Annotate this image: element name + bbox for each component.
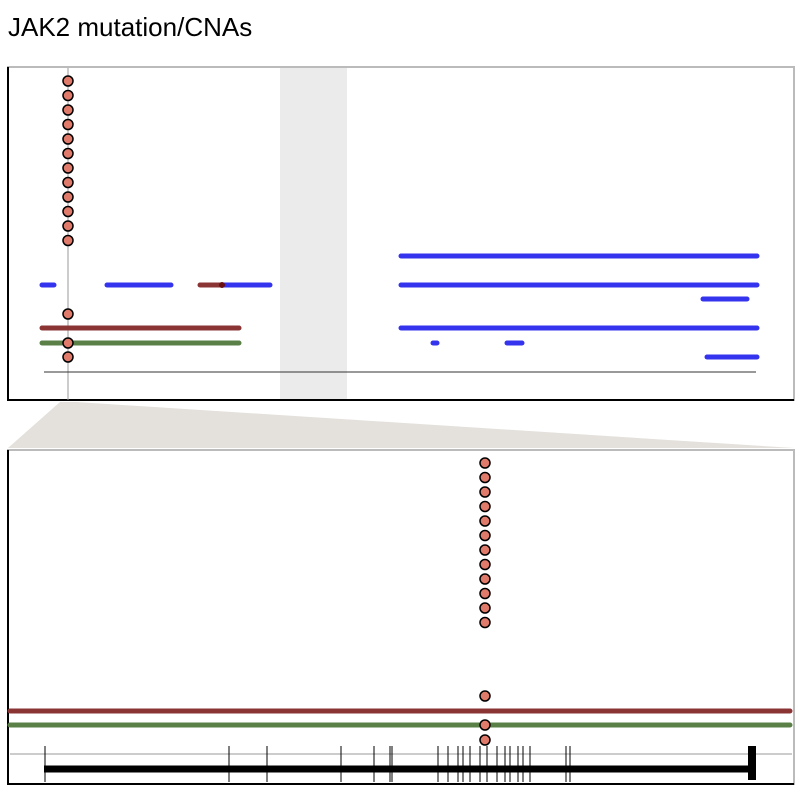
cnv-segments bbox=[39, 253, 760, 360]
detail-panel bbox=[7, 449, 795, 785]
mutation-dot bbox=[479, 690, 491, 702]
mutation-dot bbox=[479, 734, 491, 746]
mutation-dot bbox=[479, 544, 491, 556]
mutations bbox=[479, 457, 491, 746]
mutation-dot bbox=[479, 558, 491, 571]
mutation-dot bbox=[479, 587, 491, 600]
mutation-dot bbox=[479, 515, 491, 527]
mutation-dot bbox=[479, 529, 491, 542]
mutation-dot bbox=[62, 205, 74, 218]
mutation-dot bbox=[479, 719, 491, 731]
mutation-dot bbox=[479, 471, 491, 484]
zoom-connector bbox=[8, 402, 794, 448]
mutation-dot bbox=[62, 308, 74, 320]
mutation-dot bbox=[62, 104, 74, 116]
mutation-dot bbox=[479, 602, 491, 614]
mutation-dot bbox=[62, 220, 74, 232]
mutation-dot bbox=[62, 191, 74, 203]
mutation-dot bbox=[62, 118, 74, 131]
mutation-dot bbox=[62, 75, 74, 87]
mutation-dot bbox=[479, 616, 491, 629]
gap-region bbox=[280, 68, 347, 400]
title: JAK2 mutation/CNAs bbox=[8, 12, 252, 42]
mutation-dot bbox=[62, 147, 74, 160]
mutations bbox=[62, 75, 74, 363]
overlap bbox=[219, 282, 225, 288]
mutation-dot bbox=[62, 176, 74, 189]
mutation-dot bbox=[62, 162, 74, 174]
mutation-dot bbox=[62, 351, 74, 363]
mutation-dot bbox=[62, 89, 74, 102]
panel-frame bbox=[7, 66, 795, 401]
mutation-dot bbox=[62, 133, 74, 145]
mutation-dot bbox=[479, 457, 491, 469]
exon-block bbox=[748, 746, 756, 780]
mutation-dot bbox=[62, 234, 74, 247]
overview-panel bbox=[7, 66, 795, 401]
exons bbox=[44, 746, 571, 782]
mutation-dot bbox=[62, 337, 74, 349]
mutation-dot bbox=[479, 573, 491, 585]
mutation-dot bbox=[479, 500, 491, 513]
panel-frame bbox=[7, 449, 795, 785]
mutation-dot bbox=[479, 486, 491, 498]
